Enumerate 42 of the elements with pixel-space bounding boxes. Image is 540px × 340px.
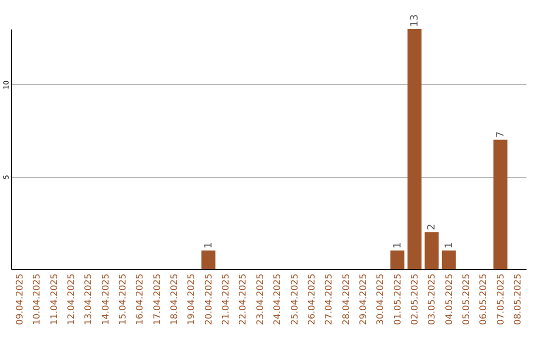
x-tick-label: 30.04.2025 — [376, 274, 386, 326]
x-tick-label: 16.04.2025 — [136, 274, 146, 326]
x-tick-label: 28.04.2025 — [342, 274, 352, 326]
x-tick-label: 01.05.2025 — [393, 274, 404, 326]
data-label: 13 — [410, 14, 421, 27]
x-tick-label: 04.05.2025 — [444, 274, 455, 326]
x-tick-label: 18.04.2025 — [170, 274, 180, 326]
x-tick-label: 29.04.2025 — [358, 274, 369, 326]
bar — [442, 250, 456, 269]
x-tick-label: 27.04.2025 — [324, 274, 335, 326]
bar — [493, 140, 508, 269]
x-tick-label: 15.04.2025 — [118, 274, 128, 326]
x-tick-label: 20.04.2025 — [204, 274, 214, 326]
x-tick-label: 06.05.2025 — [479, 274, 490, 326]
bar — [424, 232, 439, 269]
data-label: 2 — [426, 224, 438, 230]
x-tick-label: 23.04.2025 — [256, 274, 266, 326]
data-label: 7 — [495, 131, 506, 138]
x-tick-label: 08.05.2025 — [514, 274, 524, 326]
x-tick-label: 22.04.2025 — [238, 274, 249, 326]
data-label: 1 — [444, 242, 455, 249]
x-tick-label: 09.04.2025 — [15, 274, 26, 326]
x-tick-label: 03.05.2025 — [428, 274, 438, 326]
x-tick-label: 26.04.2025 — [307, 274, 318, 326]
x-tick-label: 17.04.2025 — [152, 274, 163, 326]
data-label: 1 — [203, 242, 214, 249]
x-tick-label: 13.04.2025 — [84, 274, 94, 326]
x-tick-label: 05.05.2025 — [462, 274, 472, 326]
x-tick-label: 21.04.2025 — [222, 274, 232, 326]
x-tick-label: 12.04.2025 — [66, 274, 77, 326]
bar — [408, 29, 422, 269]
x-tick-label: 07.05.2025 — [496, 274, 506, 326]
x-tick-label: 24.04.2025 — [273, 274, 284, 326]
bar — [201, 250, 216, 269]
x-tick-label: 19.04.2025 — [187, 274, 198, 326]
data-label: 1 — [392, 242, 404, 249]
x-tick-label: 02.05.2025 — [410, 274, 421, 326]
bar — [390, 250, 404, 269]
x-tick-label: 10.04.2025 — [32, 274, 43, 326]
x-tick-label: 25.04.2025 — [290, 274, 300, 326]
x-tick-label: 14.04.2025 — [101, 274, 112, 326]
x-tick-label: 11.04.2025 — [50, 274, 60, 326]
